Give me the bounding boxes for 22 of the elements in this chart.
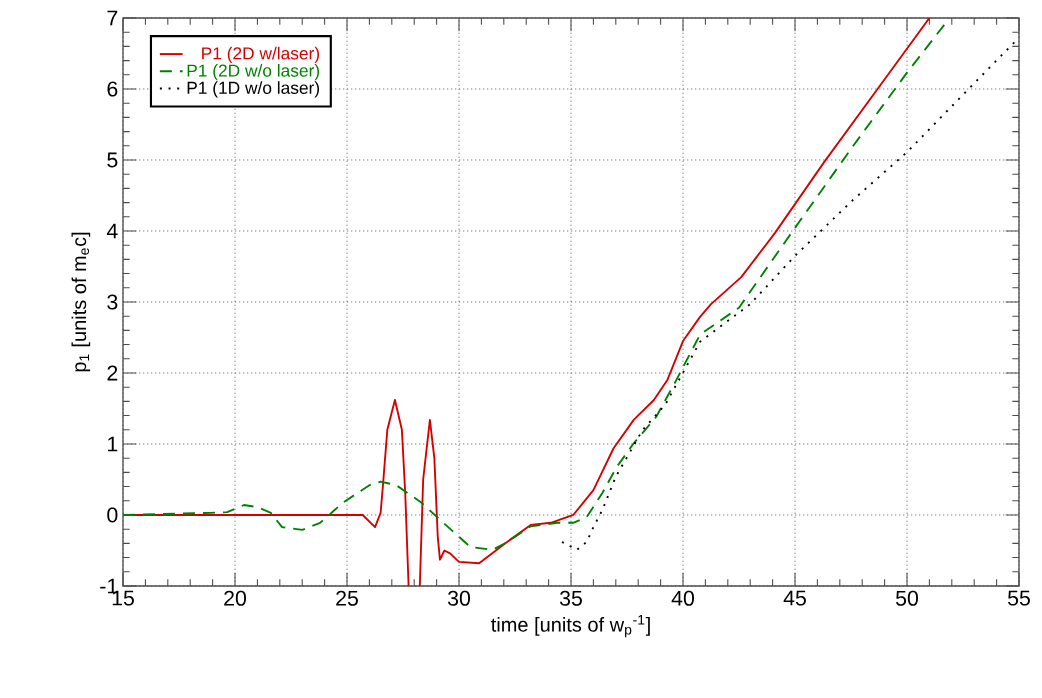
y-tick-label: 6 [107,81,118,97]
y-tick-label: 5 [107,152,118,168]
y-tick-label: 7 [107,10,118,26]
y-tick-label: 3 [107,294,118,310]
x-tick-label: 55 [1007,590,1030,606]
x-tick-label: 30 [447,590,471,606]
x-tick-label: 50 [896,590,919,606]
y-tick-label: 1 [108,436,118,452]
x-tick-label: 25 [336,590,358,606]
legend-label: P1 (2D w/o laser) [187,63,320,81]
legend-label: P1 (1D w/o laser) [187,81,320,98]
x-tick-label: 35 [559,590,582,606]
x-tick-label: 40 [671,590,695,606]
x-axis-title: time [units of w$_{p}$$^{-1}$] [491,614,650,638]
line-series [561,41,1016,551]
y-tick-label: 0 [107,507,118,523]
y-axis-title: p$_{1}$ [units of m$_{e}$c] [71,232,91,372]
x-tick-label: 45 [783,590,806,606]
y-tick-label: 2 [107,365,118,381]
x-tick-label: 20 [224,590,247,606]
y-tick-label: 4 [106,223,118,239]
legend-label: P1 (2D w/laser) [202,46,320,63]
